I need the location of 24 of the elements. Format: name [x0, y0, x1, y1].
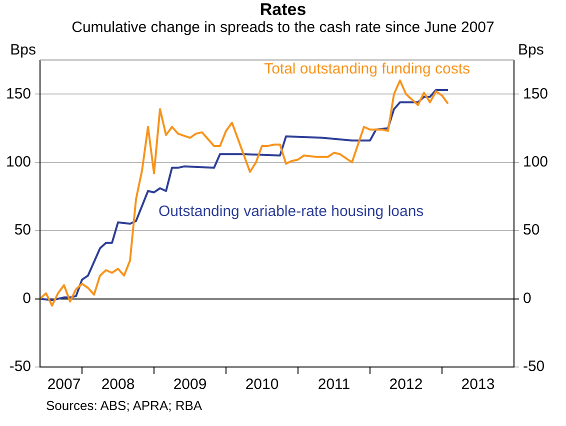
x-tick-label: 2012: [389, 376, 423, 394]
y-tick-label: 150: [6, 85, 32, 102]
x-tick-label: 2010: [245, 376, 279, 394]
y-tick-label: 0: [22, 290, 32, 307]
y2-axis-title: Bps: [518, 42, 544, 59]
y-tick-label: 100: [6, 153, 32, 170]
x-tick-label: 2009: [173, 376, 207, 394]
y2-tick-label: 100: [522, 153, 548, 170]
y2-tick-label: 150: [522, 85, 548, 102]
x-tick-label: 2013: [461, 376, 495, 394]
x-tick-label: 2008: [101, 376, 135, 394]
y2-tick-label: 0: [522, 290, 532, 307]
source-note: Sources: ABS; APRA; RBA: [45, 398, 204, 413]
chart-title: Rates: [258, 0, 308, 19]
y2-tick-label: -50: [522, 358, 545, 376]
y-axis-title: Bps: [10, 42, 36, 59]
series-label: Outstanding variable-rate housing loans: [158, 203, 424, 220]
y-tick-label: 50: [14, 222, 32, 239]
chart-subtitle: Cumulative change in spreads to the cash rate since June 2007: [70, 19, 496, 36]
y-tick-label: -50: [9, 358, 32, 376]
text: Total outstanding funding costs: [264, 60, 470, 78]
x-tick-label: 2007: [47, 376, 81, 394]
y2-tick-label: 50: [522, 222, 540, 239]
x-tick-label: 2011: [318, 376, 350, 394]
